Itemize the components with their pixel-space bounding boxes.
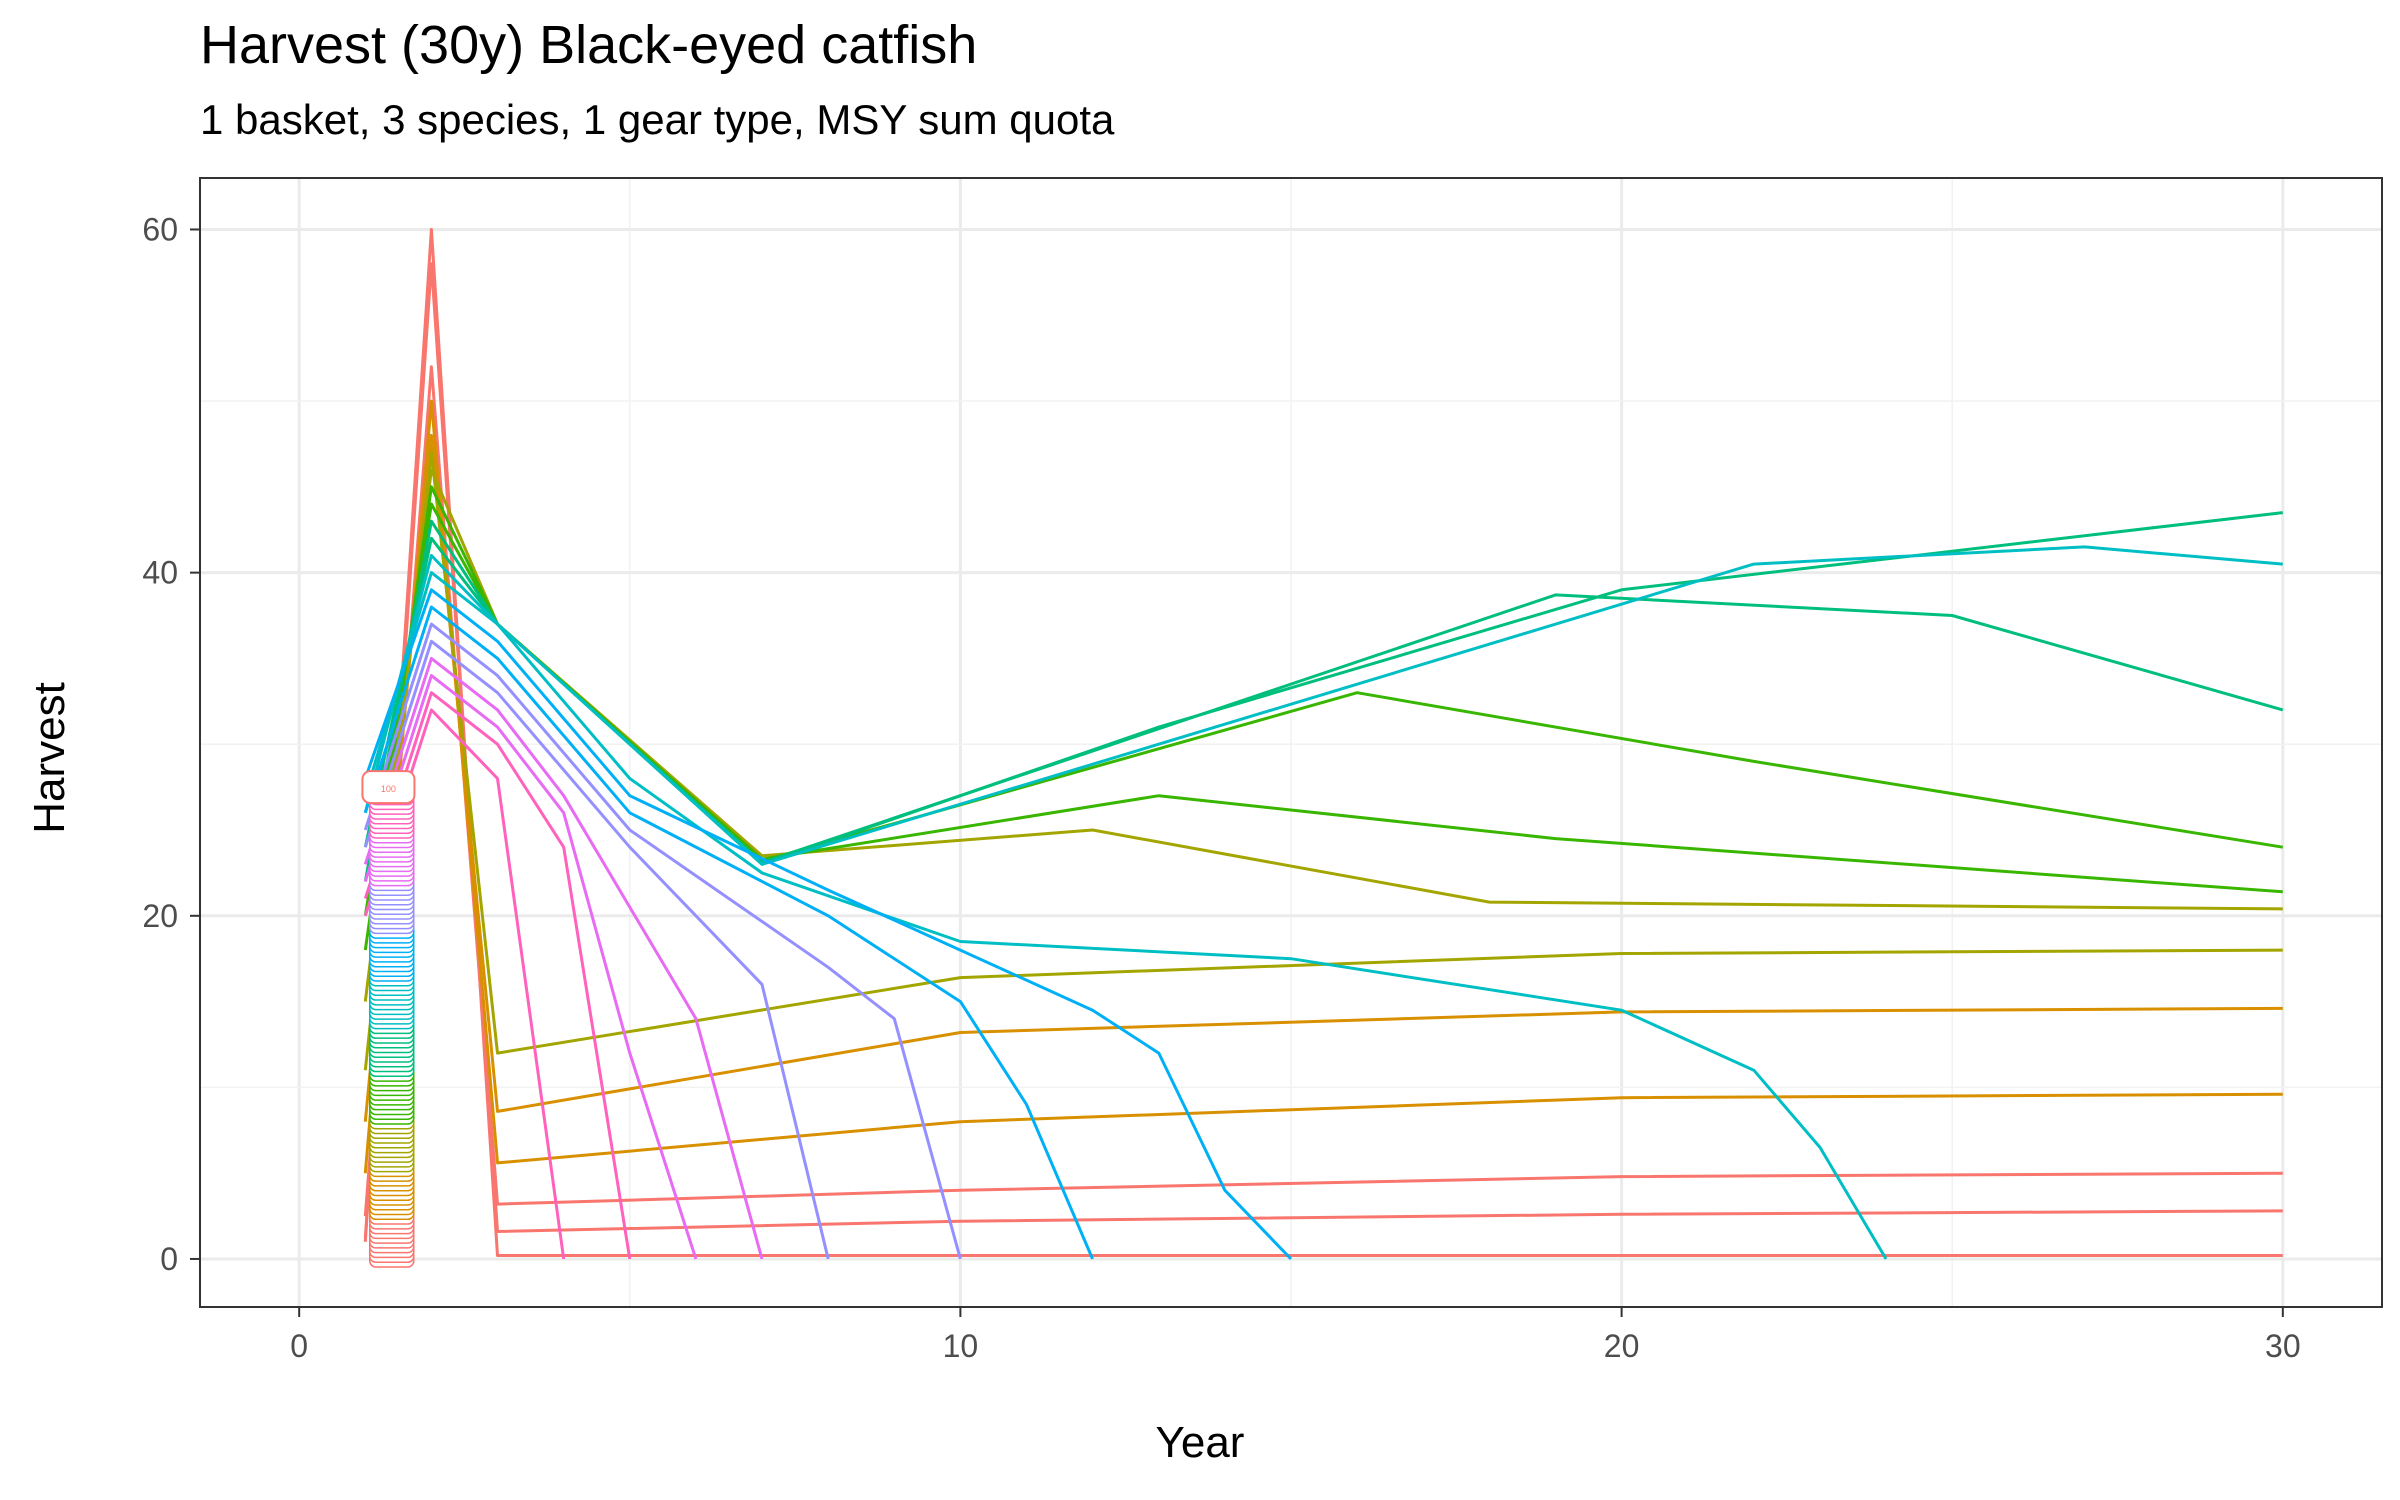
series-line — [363, 365, 2283, 1217]
series-line — [363, 639, 830, 1260]
series-line — [363, 545, 2283, 866]
y-axis-label: Harvest — [25, 682, 74, 834]
series-group — [363, 228, 2284, 1261]
series-line — [363, 691, 632, 1260]
y-tick-label: 60 — [142, 211, 178, 247]
series-line — [363, 622, 962, 1260]
x-axis-label: Year — [1155, 1418, 1245, 1467]
y-tick-label: 0 — [160, 1241, 178, 1277]
series-line — [363, 262, 2283, 1239]
x-tick-label: 20 — [1604, 1328, 1640, 1364]
x-tick-label: 0 — [290, 1328, 308, 1364]
label-box — [361, 770, 416, 805]
y-tick-label: 40 — [142, 555, 178, 591]
series-line — [363, 605, 1094, 1260]
y-tick-label: 20 — [142, 898, 178, 934]
series-line — [363, 674, 698, 1260]
marker-group: 100 — [361, 770, 416, 1268]
label-box-text: 100 — [381, 784, 396, 794]
x-tick-label: 30 — [2265, 1328, 2301, 1364]
chart-subtitle: 1 basket, 3 species, 1 gear type, MSY su… — [200, 96, 1115, 143]
plot-border — [199, 177, 2383, 1308]
series-line — [363, 588, 1293, 1261]
x-tick-label: 10 — [943, 1328, 979, 1364]
series-line — [363, 468, 2283, 1002]
series-line — [363, 656, 764, 1260]
chart-title: Harvest (30y) Black-eyed catfish — [200, 15, 978, 75]
series-line — [363, 571, 1888, 1260]
ticks: 0 10 20 30 0 20 40 60 — [142, 211, 2300, 1364]
